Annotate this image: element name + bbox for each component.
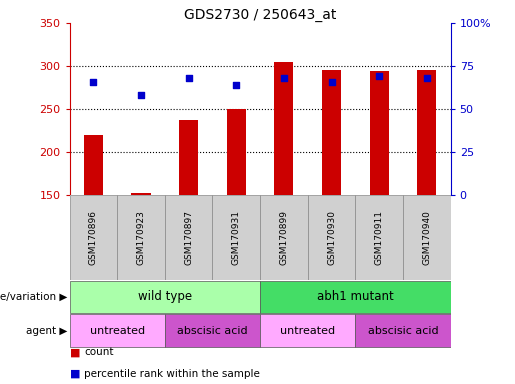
Text: agent ▶: agent ▶ <box>26 326 67 336</box>
Text: genotype/variation ▶: genotype/variation ▶ <box>0 292 67 302</box>
Bar <box>227 109 246 195</box>
Text: GSM170899: GSM170899 <box>280 210 288 265</box>
Text: GSM170930: GSM170930 <box>327 210 336 265</box>
Bar <box>117 195 165 280</box>
Bar <box>165 195 212 280</box>
Bar <box>84 135 103 195</box>
Bar <box>212 195 260 280</box>
Text: count: count <box>84 348 113 358</box>
Text: abscisic acid: abscisic acid <box>177 326 248 336</box>
Bar <box>370 71 389 195</box>
Title: GDS2730 / 250643_at: GDS2730 / 250643_at <box>184 8 336 22</box>
Bar <box>70 314 165 347</box>
Text: GSM170896: GSM170896 <box>89 210 98 265</box>
Text: wild type: wild type <box>138 290 192 303</box>
Bar <box>70 281 260 313</box>
Point <box>423 75 431 81</box>
Text: ■: ■ <box>70 369 80 379</box>
Text: abh1 mutant: abh1 mutant <box>317 290 394 303</box>
Bar <box>355 195 403 280</box>
Text: ■: ■ <box>70 348 80 358</box>
Point <box>375 73 383 79</box>
Bar <box>260 195 308 280</box>
Bar <box>403 195 451 280</box>
Bar <box>70 195 117 280</box>
Text: GSM170931: GSM170931 <box>232 210 241 265</box>
Bar <box>417 70 436 195</box>
Bar <box>322 70 341 195</box>
Point <box>328 79 336 85</box>
Bar <box>355 314 451 347</box>
Text: untreated: untreated <box>280 326 335 336</box>
Bar <box>260 314 355 347</box>
Text: abscisic acid: abscisic acid <box>368 326 438 336</box>
Text: percentile rank within the sample: percentile rank within the sample <box>84 369 260 379</box>
Bar <box>179 119 198 195</box>
Bar <box>307 195 355 280</box>
Bar <box>131 193 150 195</box>
Text: GSM170940: GSM170940 <box>422 210 431 265</box>
Text: GSM170897: GSM170897 <box>184 210 193 265</box>
Bar <box>260 281 451 313</box>
Point <box>137 93 145 99</box>
Point <box>89 79 97 85</box>
Text: GSM170911: GSM170911 <box>375 210 384 265</box>
Bar <box>165 314 260 347</box>
Text: untreated: untreated <box>90 326 145 336</box>
Point <box>184 75 193 81</box>
Bar <box>274 62 294 195</box>
Point <box>232 82 241 88</box>
Text: GSM170923: GSM170923 <box>136 210 145 265</box>
Point <box>280 75 288 81</box>
